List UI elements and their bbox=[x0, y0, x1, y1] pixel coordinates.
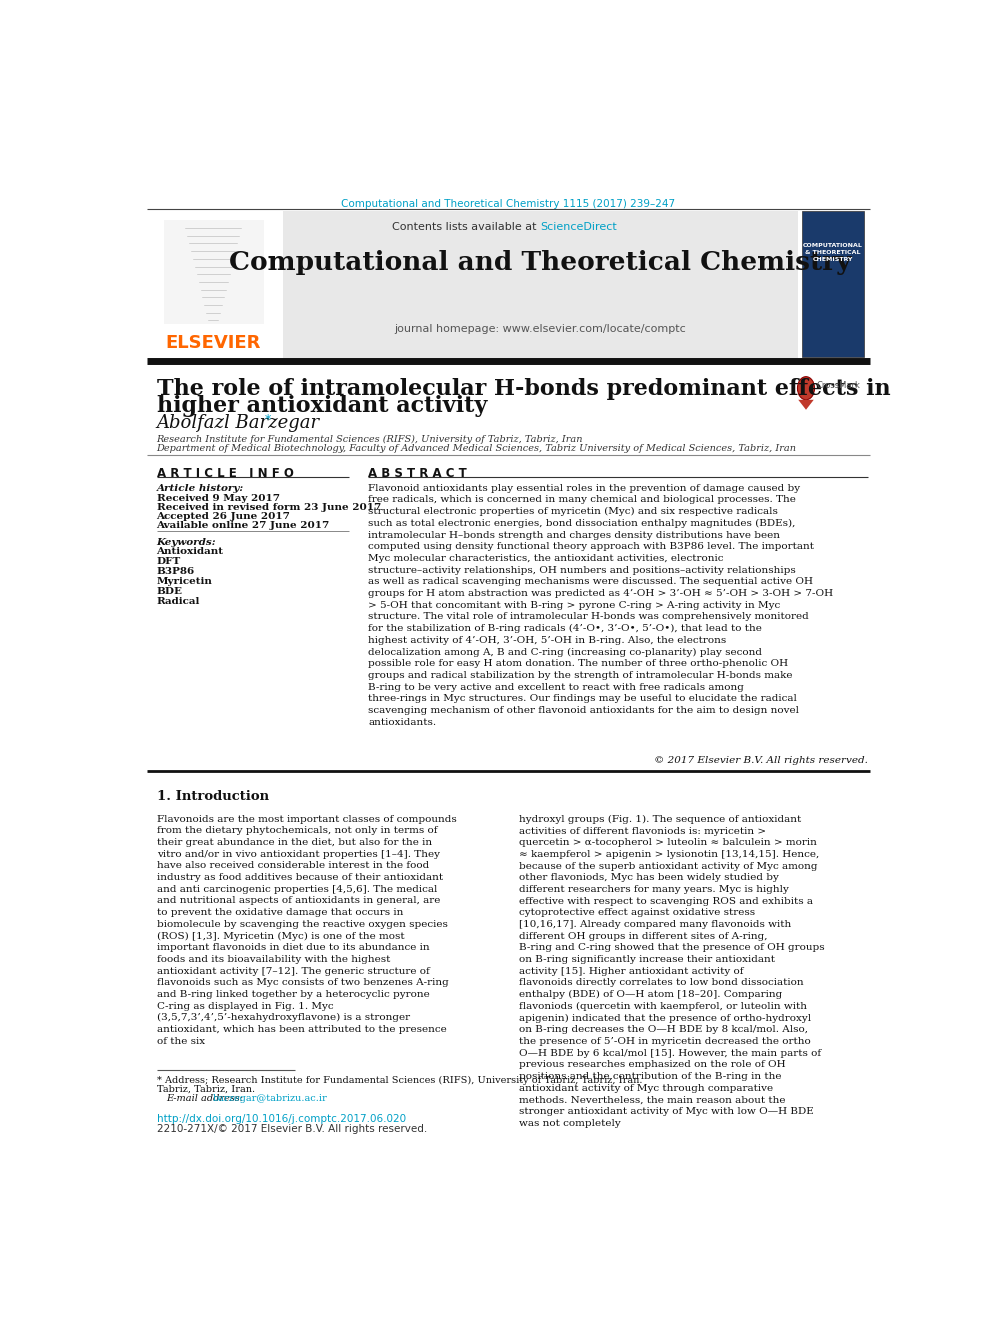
Text: E-mail address:: E-mail address: bbox=[167, 1094, 244, 1102]
Text: Abolfazl Barzegar: Abolfazl Barzegar bbox=[157, 414, 319, 433]
Text: BDE: BDE bbox=[157, 587, 183, 595]
Text: Received in revised form 23 June 2017: Received in revised form 23 June 2017 bbox=[157, 503, 381, 512]
Text: hydroxyl groups (Fig. 1). The sequence of antioxidant
activities of different fl: hydroxyl groups (Fig. 1). The sequence o… bbox=[519, 815, 825, 1127]
Text: A R T I C L E   I N F O: A R T I C L E I N F O bbox=[157, 467, 294, 480]
Bar bbox=[803, 212, 864, 357]
Text: Available online 27 June 2017: Available online 27 June 2017 bbox=[157, 521, 329, 531]
Text: http://dx.doi.org/10.1016/j.comptc.2017.06.020: http://dx.doi.org/10.1016/j.comptc.2017.… bbox=[157, 1114, 406, 1123]
Text: A B S T R A C T: A B S T R A C T bbox=[368, 467, 467, 480]
Text: The role of intramolecular H-bonds predominant effects in myricetin: The role of intramolecular H-bonds predo… bbox=[157, 378, 992, 401]
Text: © 2017 Elsevier B.V. All rights reserved.: © 2017 Elsevier B.V. All rights reserved… bbox=[654, 755, 868, 765]
Text: 1. Introduction: 1. Introduction bbox=[157, 790, 269, 803]
Text: Contents lists available at: Contents lists available at bbox=[392, 222, 541, 232]
Text: COMPUTATIONAL
& THEORETICAL
CHEMISTRY: COMPUTATIONAL & THEORETICAL CHEMISTRY bbox=[804, 243, 863, 262]
Text: DFT: DFT bbox=[157, 557, 181, 566]
Polygon shape bbox=[799, 400, 813, 410]
Text: Article history:: Article history: bbox=[157, 484, 244, 492]
Text: Keywords:: Keywords: bbox=[157, 537, 216, 546]
Bar bbox=[283, 212, 799, 359]
Text: higher antioxidant activity: higher antioxidant activity bbox=[157, 396, 487, 417]
Text: journal homepage: www.elsevier.com/locate/comptc: journal homepage: www.elsevier.com/locat… bbox=[394, 324, 686, 335]
Text: *: * bbox=[265, 414, 271, 427]
Text: * Address; Research Institute for Fundamental Sciences (RIFS), University of Tab: * Address; Research Institute for Fundam… bbox=[157, 1076, 642, 1085]
Text: Received 9 May 2017: Received 9 May 2017 bbox=[157, 493, 280, 503]
Text: 2210-271X/© 2017 Elsevier B.V. All rights reserved.: 2210-271X/© 2017 Elsevier B.V. All right… bbox=[157, 1125, 427, 1134]
Text: CrossMark: CrossMark bbox=[816, 381, 860, 389]
Text: Flavonoid antioxidants play essential roles in the prevention of damage caused b: Flavonoid antioxidants play essential ro… bbox=[368, 484, 833, 726]
Text: ScienceDirect: ScienceDirect bbox=[541, 222, 617, 232]
Text: Antioxidant: Antioxidant bbox=[157, 546, 223, 556]
Text: Department of Medical Biotechnology, Faculty of Advanced Medical Sciences, Tabri: Department of Medical Biotechnology, Fac… bbox=[157, 445, 797, 454]
Text: Tabriz, Tabriz, Iran.: Tabriz, Tabriz, Iran. bbox=[157, 1085, 255, 1093]
Text: Myricetin: Myricetin bbox=[157, 577, 212, 586]
Text: Flavonoids are the most important classes of compounds
from the dietary phytoche: Flavonoids are the most important classe… bbox=[157, 815, 456, 1045]
Text: B3P86: B3P86 bbox=[157, 566, 194, 576]
Ellipse shape bbox=[798, 377, 814, 400]
Text: Research Institute for Fundamental Sciences (RIFS), University of Tabriz, Tabriz: Research Institute for Fundamental Scien… bbox=[157, 434, 583, 443]
Bar bbox=[165, 221, 264, 324]
Text: barzegar@tabrizu.ac.ir: barzegar@tabrizu.ac.ir bbox=[213, 1094, 328, 1102]
Text: Accepted 26 June 2017: Accepted 26 June 2017 bbox=[157, 512, 291, 521]
Text: Radical: Radical bbox=[157, 597, 200, 606]
Text: Computational and Theoretical Chemistry 1115 (2017) 239–247: Computational and Theoretical Chemistry … bbox=[341, 198, 676, 209]
Text: Computational and Theoretical Chemistry: Computational and Theoretical Chemistry bbox=[229, 250, 851, 275]
Text: ELSEVIER: ELSEVIER bbox=[166, 335, 261, 352]
